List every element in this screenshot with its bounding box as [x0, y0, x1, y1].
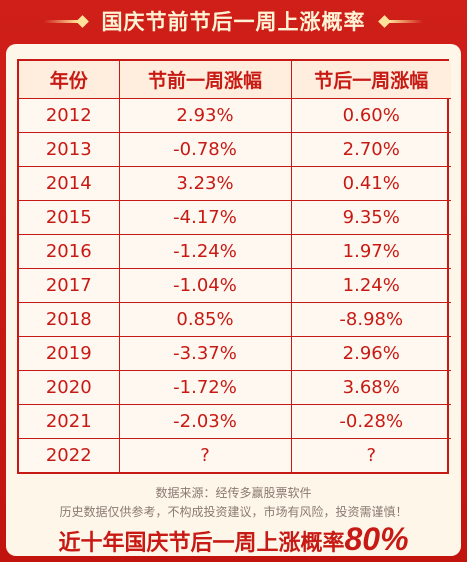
header-pre-holiday: 节前一周涨幅 — [118, 61, 292, 99]
cell-pre: -1.24% — [118, 234, 292, 269]
cell-post: 1.24% — [290, 268, 451, 303]
cell-post: -0.28% — [290, 404, 451, 439]
table-row: 2013 -0.78% 2.70% — [19, 132, 451, 167]
title-decoration-line-right — [389, 20, 423, 23]
content-card: 年份 节前一周涨幅 节后一周涨幅 2012 2.93% 0.60% 2013 -… — [6, 44, 461, 558]
cell-year: 2018 — [19, 302, 120, 337]
conclusion-text: 近十年国庆节后一周上涨概率 — [58, 531, 345, 556]
cell-year: 2016 — [19, 234, 120, 269]
cell-post: 1.97% — [290, 234, 451, 269]
cell-post: 2.70% — [290, 132, 451, 167]
conclusion-line: 近十年国庆节后一周上涨概率80% — [6, 521, 461, 558]
cell-year: 2021 — [19, 404, 120, 439]
cell-pre: -3.37% — [118, 336, 292, 371]
cell-year: 2019 — [19, 336, 120, 371]
table-row: 2020 -1.72% 3.68% — [19, 370, 451, 405]
table-row: 2014 3.23% 0.41% — [19, 166, 451, 201]
header-post-holiday: 节后一周涨幅 — [290, 61, 451, 99]
cell-pre: -4.17% — [118, 200, 292, 235]
table-row: 2019 -3.37% 2.96% — [19, 336, 451, 371]
cell-pre: 3.23% — [118, 166, 292, 201]
data-table: 年份 节前一周涨幅 节后一周涨幅 2012 2.93% 0.60% 2013 -… — [19, 61, 451, 472]
table-row: 2018 0.85% -8.98% — [19, 302, 451, 337]
table-header-row: 年份 节前一周涨幅 节后一周涨幅 — [19, 61, 451, 99]
cell-pre: 2.93% — [118, 98, 292, 133]
cell-year: 2017 — [19, 268, 120, 303]
cell-pre: -1.72% — [118, 370, 292, 405]
cell-year: 2012 — [19, 98, 120, 133]
data-table-container: 年份 节前一周涨幅 节后一周涨幅 2012 2.93% 0.60% 2013 -… — [17, 59, 451, 474]
table-row: 2017 -1.04% 1.24% — [19, 268, 451, 303]
cell-year: 2020 — [19, 370, 120, 405]
table-row: 2021 -2.03% -0.28% — [19, 404, 451, 439]
table-row: 2016 -1.24% 1.97% — [19, 234, 451, 269]
cell-post: 0.60% — [290, 98, 451, 133]
title-banner: 国庆节前节后一周上涨概率 — [0, 0, 467, 44]
table-row: 2012 2.93% 0.60% — [19, 98, 451, 133]
cell-post: 3.68% — [290, 370, 451, 405]
risk-disclaimer: 历史数据仅供参考，不构成投资建议，市场有风险，投资需谨慎！ — [59, 505, 408, 519]
table-row: 2022 ? ? — [19, 438, 451, 472]
title-decoration-line-left — [44, 20, 78, 23]
cell-pre: 0.85% — [118, 302, 292, 337]
title-decoration-diamond-left — [76, 15, 89, 28]
cell-post: -8.98% — [290, 302, 451, 337]
cell-pre: -0.78% — [118, 132, 292, 167]
cell-pre: -2.03% — [118, 404, 292, 439]
cell-post: ? — [290, 438, 451, 472]
cell-pre: ? — [118, 438, 292, 472]
cell-post: 0.41% — [290, 166, 451, 201]
cell-year: 2013 — [19, 132, 120, 167]
header-year: 年份 — [19, 61, 120, 99]
data-source-note: 数据来源：经传多赢股票软件 — [155, 486, 312, 500]
table-row: 2015 -4.17% 9.35% — [19, 200, 451, 235]
cell-pre: -1.04% — [118, 268, 292, 303]
cell-year: 2015 — [19, 200, 120, 235]
cell-post: 2.96% — [290, 336, 451, 371]
page-title: 国庆节前节后一周上涨概率 — [101, 10, 366, 34]
cell-post: 9.35% — [290, 200, 451, 235]
cell-year: 2014 — [19, 166, 120, 201]
conclusion-percent: 80% — [344, 521, 409, 557]
cell-year: 2022 — [19, 438, 120, 472]
